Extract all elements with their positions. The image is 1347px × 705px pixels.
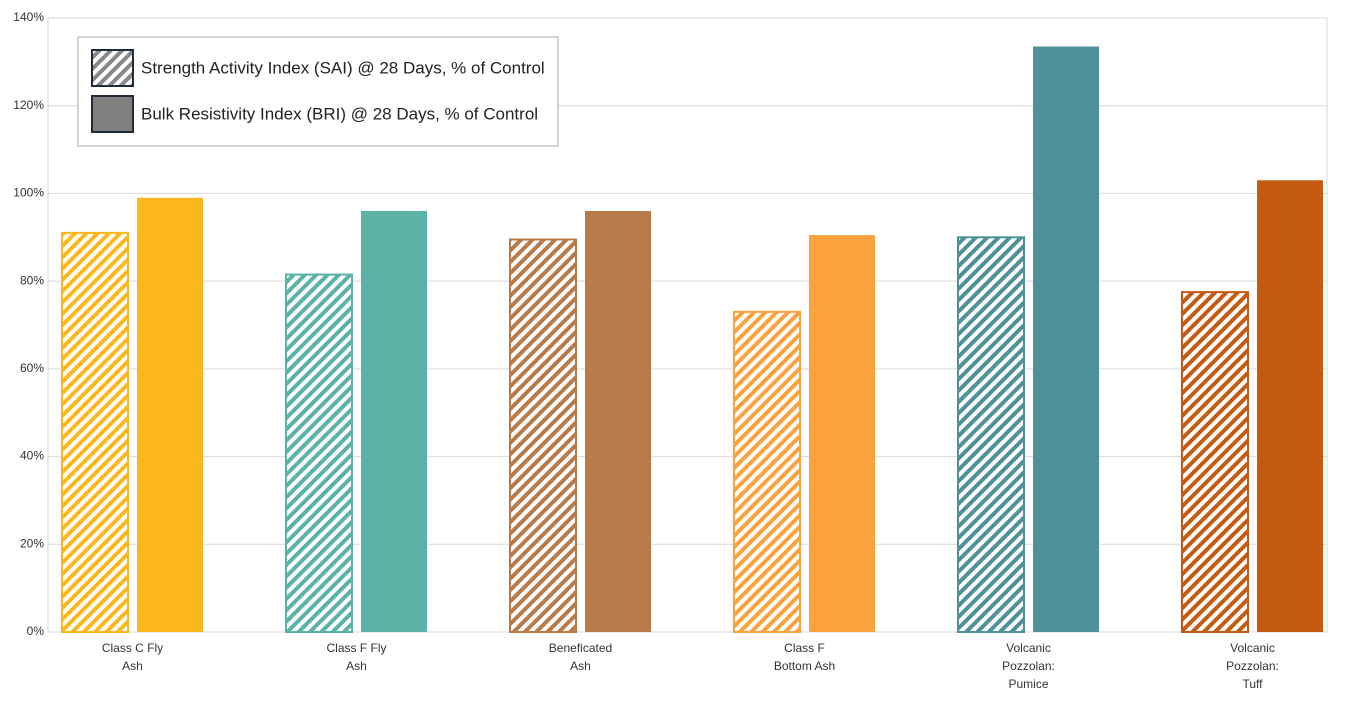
bar [1033,46,1099,632]
bar [61,231,129,633]
x-tick-label: Volcanic [1006,641,1051,655]
bar [361,210,427,632]
bar [1257,180,1323,632]
legend-box [77,36,559,147]
y-tick-label: 80% [20,273,44,287]
x-tick-label: Pozzolan: [1226,659,1279,673]
x-tick-label: Class C Fly [102,641,163,655]
y-tick-label: 140% [13,10,44,24]
y-tick-label: 120% [13,98,44,112]
x-tick-label: Ash [346,659,367,673]
bar [1181,291,1249,633]
x-tick-label: Class F Fly [327,641,387,655]
legend-swatch [91,49,134,87]
bar [585,210,651,632]
bar [957,236,1025,634]
y-tick-label: 100% [13,186,44,200]
bar [809,235,875,633]
bar [509,238,577,633]
x-tick-label: Bottom Ash [774,659,835,673]
x-tick-label: Beneficated [549,641,612,655]
legend-label: Bulk Resistivity Index (BRI) @ 28 Days, … [141,104,538,123]
x-tick-label: Class F [784,641,825,655]
x-tick-label: Volcanic [1230,641,1275,655]
x-tick-label: Pozzolan: [1002,659,1055,673]
y-tick-label: 40% [20,449,44,463]
legend-label: Strength Activity Index (SAI) @ 28 Days,… [141,58,545,77]
x-tick-label: Ash [570,659,591,673]
y-tick-label: 60% [20,361,44,375]
legend-swatch [91,95,134,133]
y-tick-label: 20% [20,536,44,550]
bar [733,310,801,633]
y-tick-label: 0% [27,624,45,638]
bar [137,197,203,633]
x-tick-label: Pumice [1008,677,1048,691]
x-tick-label: Ash [122,659,143,673]
x-tick-label: Tuff [1242,677,1263,691]
bar [285,273,353,633]
